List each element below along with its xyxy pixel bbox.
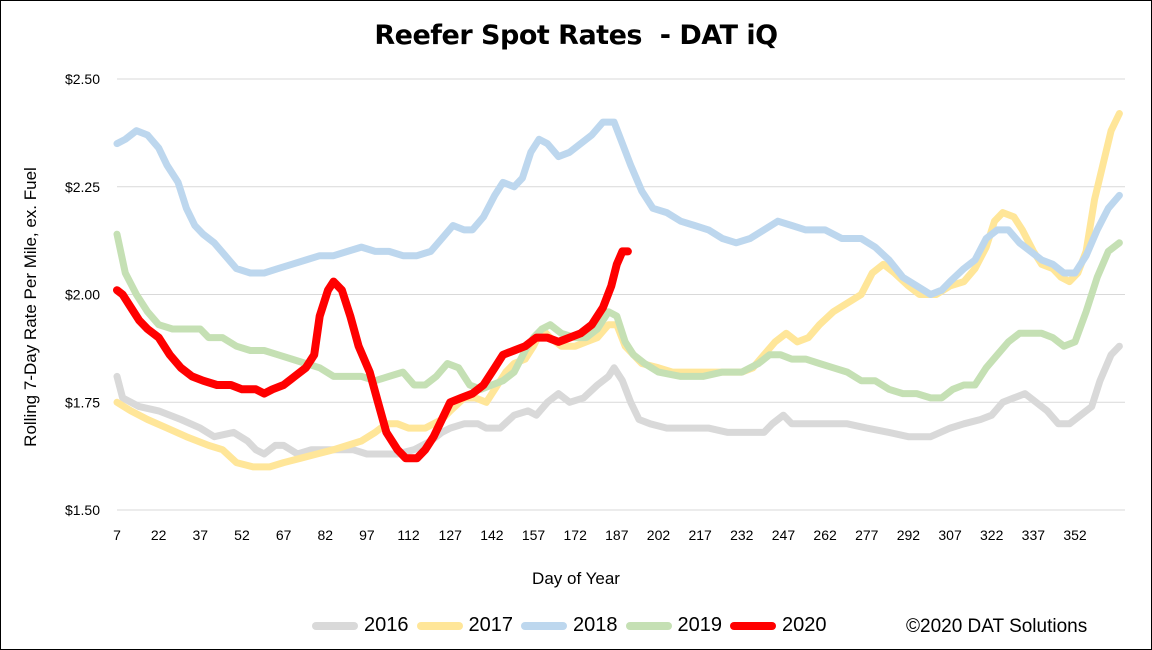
legend: 2016 2017 2018 2019 2020 bbox=[312, 614, 835, 637]
y-tick-label: $1.75 bbox=[65, 394, 100, 410]
x-tick-label: 22 bbox=[151, 527, 167, 543]
legend-label: 2016 bbox=[364, 614, 409, 636]
legend-label: 2017 bbox=[468, 614, 514, 636]
x-tick-label: 82 bbox=[317, 527, 333, 543]
legend-swatch bbox=[416, 621, 463, 630]
legend-item-2017: 2017 bbox=[416, 614, 514, 637]
legend-item-2018: 2018 bbox=[521, 614, 618, 637]
y-tick-label: $2.00 bbox=[65, 287, 100, 303]
x-tick-label: 322 bbox=[980, 527, 1004, 543]
copyright-notice: ©2020 DAT Solutions bbox=[906, 616, 1088, 637]
series-lines bbox=[113, 110, 1123, 471]
x-tick-label: 262 bbox=[813, 527, 837, 543]
legend-swatch bbox=[521, 621, 567, 630]
legend-swatch bbox=[625, 621, 672, 630]
x-tick-label: 127 bbox=[439, 527, 463, 543]
x-tick-label: 37 bbox=[193, 527, 209, 543]
x-axis-ticks: 7 22 37 52 67 82 97 112 127 142 157 172 187 202 217 232… bbox=[113, 527, 1087, 543]
x-tick-label: 112 bbox=[397, 527, 420, 543]
gridlines bbox=[117, 78, 1125, 511]
legend-item-2019: 2019 bbox=[625, 614, 723, 637]
series-line-2016 bbox=[113, 342, 1123, 458]
series-line-2019 bbox=[113, 230, 1123, 402]
legend-label: 2019 bbox=[677, 614, 723, 636]
x-tick-label: 217 bbox=[688, 527, 712, 543]
x-tick-label: 292 bbox=[897, 527, 921, 543]
x-tick-label: 7 bbox=[113, 527, 121, 543]
y-tick-label: $2.50 bbox=[65, 71, 100, 87]
x-tick-label: 157 bbox=[522, 527, 546, 543]
legend-item-2020: 2020 bbox=[730, 614, 827, 637]
series-line-2017 bbox=[113, 110, 1123, 471]
legend-item-2016: 2016 bbox=[312, 614, 409, 637]
x-tick-label: 67 bbox=[276, 527, 292, 543]
legend-label: 2020 bbox=[782, 614, 827, 636]
x-tick-label: 97 bbox=[359, 527, 375, 543]
chart-title: Reefer Spot Rates - DAT iQ bbox=[374, 20, 778, 51]
legend-swatch bbox=[730, 621, 776, 630]
x-tick-label: 352 bbox=[1063, 527, 1087, 543]
x-tick-label: 142 bbox=[480, 527, 504, 543]
series-line-2020 bbox=[113, 247, 632, 463]
x-tick-label: 307 bbox=[938, 527, 962, 543]
x-axis-label: Day of Year bbox=[532, 569, 620, 588]
y-tick-label: $1.50 bbox=[65, 502, 100, 518]
x-tick-label: 187 bbox=[605, 527, 629, 543]
x-tick-label: 52 bbox=[234, 527, 250, 543]
legend-swatch bbox=[312, 621, 358, 630]
x-tick-label: 202 bbox=[647, 527, 671, 543]
x-tick-label: 337 bbox=[1022, 527, 1046, 543]
x-tick-label: 277 bbox=[855, 527, 879, 543]
series-line-2018 bbox=[113, 118, 1123, 298]
y-axis-ticks: $1.50 $1.75 $2.00 $2.25 $2.50 bbox=[65, 71, 100, 518]
legend-label: 2018 bbox=[573, 614, 618, 636]
x-tick-label: 172 bbox=[564, 527, 588, 543]
y-tick-label: $2.25 bbox=[65, 179, 100, 195]
x-tick-label: 232 bbox=[730, 527, 754, 543]
x-tick-label: 247 bbox=[772, 527, 796, 543]
